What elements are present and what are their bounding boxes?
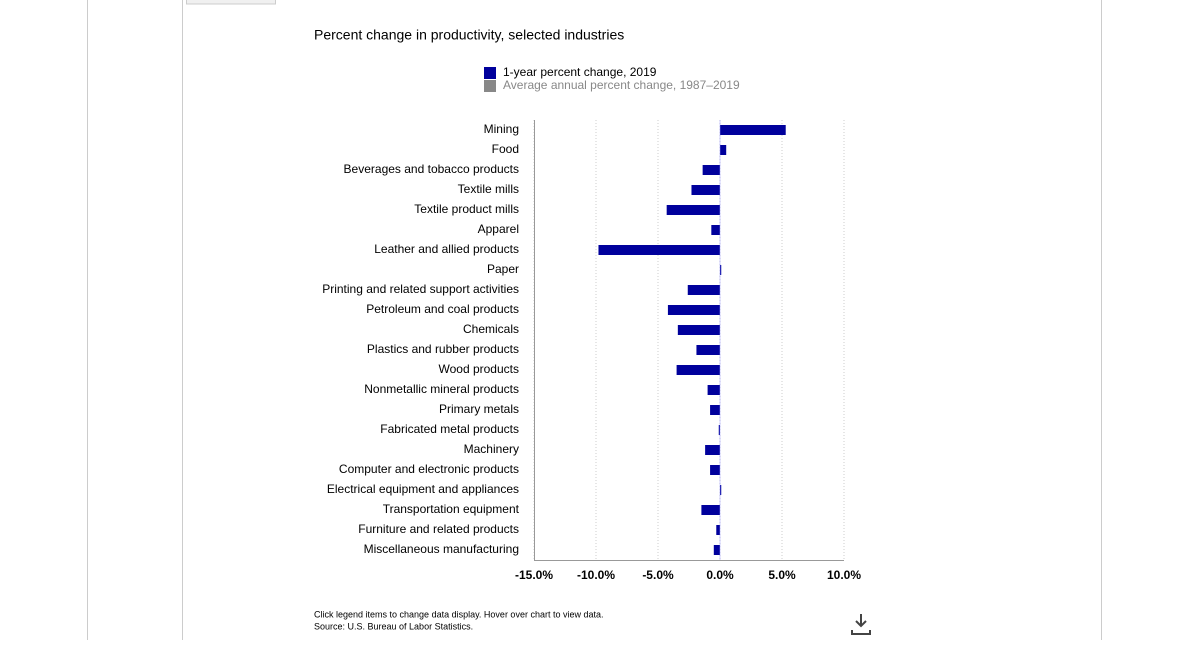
bar <box>707 385 720 395</box>
y-tick-label: Furniture and related products <box>358 522 519 536</box>
y-tick-label: Printing and related support activities <box>322 282 519 296</box>
x-tick-label: 0.0% <box>706 568 734 582</box>
y-tick-label: Beverages and tobacco products <box>344 162 519 176</box>
y-tick-label: Electrical equipment and appliances <box>327 482 519 496</box>
y-tick-label: Textile product mills <box>414 202 519 216</box>
bar <box>710 405 720 415</box>
bar <box>598 245 720 255</box>
y-tick-label: Fabricated metal products <box>380 422 519 436</box>
legend-label: 1-year percent change, 2019 <box>503 65 657 79</box>
y-tick-label: Primary metals <box>439 402 519 416</box>
bar <box>711 225 720 235</box>
bar <box>718 425 720 435</box>
bar <box>701 505 720 515</box>
y-tick-label: Chemicals <box>463 322 519 336</box>
frame <box>182 0 1102 645</box>
bar <box>702 165 720 175</box>
chart-title: Percent change in productivity, selected… <box>314 27 624 43</box>
x-tick-label: -10.0% <box>577 568 615 582</box>
y-tick-label: Leather and allied products <box>374 242 519 256</box>
bar <box>716 525 720 535</box>
bar <box>691 185 720 195</box>
y-tick-label: Wood products <box>439 362 520 376</box>
y-tick-label: Paper <box>487 262 519 276</box>
bar <box>666 205 720 215</box>
bar <box>676 365 720 375</box>
legend-label: Average annual percent change, 1987–2019 <box>503 78 740 92</box>
bar <box>713 545 720 555</box>
bar <box>677 325 720 335</box>
y-tick-label: Plastics and rubber products <box>367 342 519 356</box>
bar <box>720 485 722 495</box>
x-tick-label: -15.0% <box>515 568 553 582</box>
y-tick-label: Petroleum and coal products <box>366 302 519 316</box>
y-tick-label: Apparel <box>478 222 519 236</box>
y-tick-label: Transportation equipment <box>383 502 520 516</box>
note: Source: U.S. Bureau of Labor Statistics. <box>314 621 473 631</box>
legend-swatch <box>484 67 496 79</box>
y-tick-label: Mining <box>484 122 519 136</box>
bar <box>710 465 720 475</box>
x-tick-label: -5.0% <box>642 568 674 582</box>
y-tick-label: Nonmetallic mineral products <box>364 382 519 396</box>
y-tick-label: Textile mills <box>458 182 519 196</box>
y-tick-label: Miscellaneous manufacturing <box>364 542 519 556</box>
bar <box>667 305 720 315</box>
bar <box>705 445 720 455</box>
y-tick-label: Food <box>492 142 519 156</box>
x-tick-label: 10.0% <box>827 568 861 582</box>
y-tick-label: Machinery <box>464 442 519 456</box>
y-tick-label: Computer and electronic products <box>339 462 519 476</box>
bar <box>720 265 722 275</box>
bar <box>696 345 720 355</box>
bar <box>720 145 727 155</box>
x-tick-label: 5.0% <box>768 568 796 582</box>
bar <box>687 285 720 295</box>
bar <box>720 125 786 135</box>
note: Click legend items to change data displa… <box>314 609 603 619</box>
tab <box>186 0 276 5</box>
download-icon[interactable] <box>851 614 871 635</box>
legend-swatch <box>484 80 496 92</box>
